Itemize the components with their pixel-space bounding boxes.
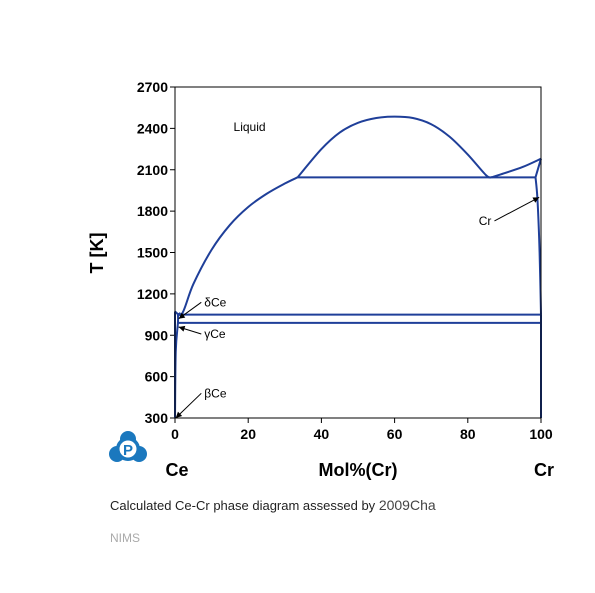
y-tick-label: 2700 <box>137 79 168 95</box>
x-tick-label: 0 <box>171 426 179 442</box>
phase-line-delta-ce-right <box>177 312 182 316</box>
caption-reference[interactable]: 2009Cha <box>378 497 436 513</box>
phase-label: δCe <box>204 295 226 309</box>
x-tick-label: 60 <box>387 426 403 442</box>
phase-label: βCe <box>204 386 227 400</box>
y-axis-ticks: 300 600 900 1200 1500 1800 2100 2400 2700 <box>137 79 175 426</box>
x-tick-label: 80 <box>460 426 476 442</box>
y-tick-label: 900 <box>145 327 169 343</box>
arrow-head <box>175 411 183 418</box>
phase-line-liquidus-ce-side <box>174 176 299 316</box>
phase-line-liquidus-cr-side <box>491 157 542 179</box>
phase-label: Cr <box>479 214 492 228</box>
phase-line-miscibility-gap <box>296 115 492 179</box>
arrow-head <box>178 325 186 332</box>
caption-text: Calculated Ce-Cr phase diagram assessed … <box>110 498 376 513</box>
plot-frame <box>174 86 542 419</box>
x-right-endpoint-label: Cr <box>534 460 554 480</box>
y-axis-label: T [K] <box>87 233 107 274</box>
phase-labels: Liquid δCe γCe βCe Cr <box>175 120 540 419</box>
x-tick-label: 100 <box>529 426 553 442</box>
phase-boundary-lines <box>174 115 542 419</box>
logo-letter: P <box>123 442 133 459</box>
x-tick-label: 40 <box>314 426 330 442</box>
y-tick-label: 2400 <box>137 120 168 136</box>
x-left-endpoint-label: Ce <box>165 460 188 480</box>
x-tick-label: 20 <box>240 426 256 442</box>
pauling-file-logo-icon: P <box>109 431 147 462</box>
phase-line-cr-solvus-upper <box>534 158 542 178</box>
nims-credit: NIMS <box>110 531 140 545</box>
arrow-head <box>532 197 540 203</box>
arrow-head <box>178 312 186 319</box>
y-tick-label: 1800 <box>137 203 168 219</box>
y-tick-label: 600 <box>145 369 169 385</box>
figure-caption: Calculated Ce-Cr phase diagram assessed … <box>110 497 436 513</box>
x-axis-ticks: 0 20 40 60 80 100 <box>171 418 553 442</box>
phase-label-arrow <box>494 196 540 222</box>
phase-label: Liquid <box>234 120 266 134</box>
y-tick-label: 300 <box>145 410 169 426</box>
x-axis-label: Mol%(Cr) <box>319 460 398 480</box>
phase-label: γCe <box>204 327 226 341</box>
y-tick-label: 1200 <box>137 286 168 302</box>
y-tick-label: 2100 <box>137 162 168 178</box>
y-tick-label: 1500 <box>137 245 168 261</box>
